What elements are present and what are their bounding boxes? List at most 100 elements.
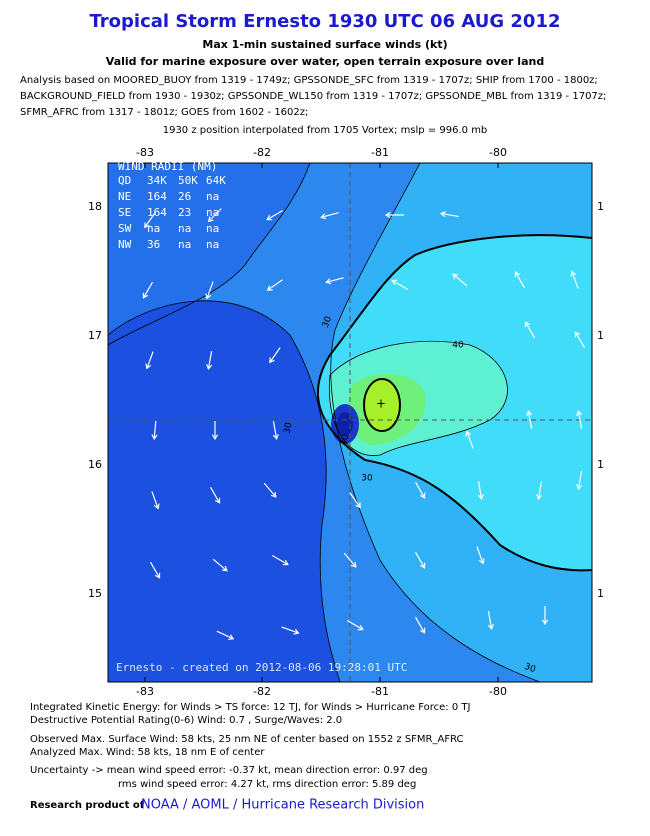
footer-line: Destructive Potential Rating(0-6) Wind: … bbox=[30, 715, 342, 726]
y-tick-label: 1 bbox=[597, 329, 604, 342]
x-tick-label: -83 bbox=[136, 146, 154, 159]
contour-line bbox=[330, 163, 541, 682]
contour-label: 30 bbox=[361, 474, 373, 484]
wind-arrow bbox=[439, 211, 459, 218]
radii-cell: NE bbox=[118, 190, 131, 203]
wind-arrow bbox=[145, 351, 154, 370]
wind-arrow bbox=[541, 606, 549, 626]
y-tick-label: 17 bbox=[88, 329, 102, 342]
x-tick-label: -80 bbox=[489, 685, 507, 698]
wind-arrow bbox=[212, 558, 228, 572]
position-line: 1930 z position interpolated from 1705 V… bbox=[163, 125, 488, 136]
analysis-line: Analysis based on MOORED_BUOY from 1319 … bbox=[20, 75, 598, 86]
wind-arrow bbox=[536, 481, 543, 501]
y-tick-label: 15 bbox=[88, 587, 102, 600]
contour-line bbox=[108, 300, 341, 682]
wind-arrow bbox=[216, 630, 235, 640]
wind-arrow bbox=[281, 626, 300, 635]
wind-arrow bbox=[207, 208, 222, 223]
wind-arrow bbox=[465, 430, 474, 449]
wind-arrow bbox=[414, 616, 426, 634]
wind-arrow bbox=[414, 481, 426, 499]
wind-arrow bbox=[263, 482, 277, 498]
radii-cell: 164 bbox=[147, 190, 167, 203]
center-mark: + bbox=[376, 397, 386, 411]
contour-line bbox=[316, 234, 592, 572]
research-org: NOAA / AOML / Hurricane Research Divisio… bbox=[141, 798, 424, 813]
radii-header: QD bbox=[118, 174, 131, 187]
footer-line: Uncertainty -> mean wind speed error: -0… bbox=[30, 765, 428, 776]
analysis-line: SFMR_AFRC from 1317 - 1801z; GOES from 1… bbox=[20, 107, 308, 118]
radii-cell: 164 bbox=[147, 206, 167, 219]
wind-arrow bbox=[524, 321, 536, 339]
footer-line: Analyzed Max. Wind: 58 kts, 18 nm E of c… bbox=[30, 747, 265, 758]
map-frame bbox=[107, 162, 593, 683]
footer-line: rms wind speed error: 4.27 kt, rms direc… bbox=[118, 779, 416, 790]
field-zone bbox=[108, 300, 340, 682]
y-tick-label: 16 bbox=[88, 458, 102, 471]
x-tick-label: -83 bbox=[136, 685, 154, 698]
footer-line: Integrated Kinetic Energy: for Winds > T… bbox=[30, 702, 470, 713]
wind-arrow bbox=[325, 277, 344, 285]
wind-arrow bbox=[414, 551, 426, 569]
wind-arrow bbox=[269, 347, 281, 364]
wind-arrow bbox=[144, 212, 156, 229]
radii-cell: na bbox=[178, 222, 191, 235]
x-tick-label: -82 bbox=[253, 685, 271, 698]
contour-label: 30 bbox=[523, 662, 537, 675]
y-tick-label: 1 bbox=[597, 458, 604, 471]
radii-title: WIND RADII (NM) bbox=[118, 160, 217, 173]
subtitle: Max 1-min sustained surface winds (kt) bbox=[202, 38, 447, 51]
radii-cell: SE bbox=[118, 206, 131, 219]
wind-arrow bbox=[320, 212, 339, 220]
x-tick-label: -82 bbox=[253, 146, 271, 159]
radii-cell: na bbox=[206, 238, 219, 251]
wind-arrow bbox=[487, 611, 494, 631]
wind-arrow bbox=[570, 270, 579, 289]
wind-arrow bbox=[514, 271, 526, 289]
contour-label: 30 bbox=[283, 421, 295, 434]
radii-header: 34K bbox=[147, 174, 167, 187]
wind-arrow bbox=[272, 421, 279, 441]
wind-arrows bbox=[142, 208, 586, 640]
subtitle: Valid for marine exposure over water, op… bbox=[106, 55, 544, 68]
wind-arrow bbox=[343, 552, 357, 568]
radii-cell: SW bbox=[118, 222, 132, 235]
wind-arrow bbox=[206, 351, 213, 371]
radii-header: 50K bbox=[178, 174, 198, 187]
wind-arrow bbox=[477, 481, 484, 501]
radii-header: 64K bbox=[206, 174, 226, 187]
wind-arrow bbox=[271, 554, 289, 566]
y-tick-label: 1 bbox=[597, 200, 604, 213]
wind-arrow bbox=[211, 421, 219, 441]
contour-line bbox=[108, 163, 311, 346]
wind-arrow bbox=[526, 409, 533, 429]
title: Tropical Storm Ernesto 1930 UTC 06 AUG 2… bbox=[89, 11, 560, 32]
radii-cell: 23 bbox=[178, 206, 191, 219]
wind-arrow bbox=[574, 331, 586, 349]
radii-cell: 26 bbox=[178, 190, 191, 203]
wind-arrow bbox=[346, 619, 364, 631]
wind-arrow bbox=[576, 409, 583, 429]
wind-arrow bbox=[149, 561, 161, 579]
y-tick-label: 18 bbox=[88, 200, 102, 213]
wind-field: + bbox=[108, 163, 592, 682]
wind-arrow bbox=[266, 279, 283, 291]
field-core bbox=[363, 378, 401, 432]
wind-arrow bbox=[452, 273, 468, 287]
footer-line: Observed Max. Surface Wind: 58 kts, 25 n… bbox=[30, 734, 464, 745]
wind-arrow bbox=[205, 281, 214, 300]
radii-cell: 36 bbox=[147, 238, 160, 251]
radii-cell: na bbox=[206, 222, 219, 235]
wind-arrow bbox=[151, 420, 158, 441]
contour-label: 40 bbox=[340, 433, 352, 446]
radii-cell: na bbox=[206, 190, 219, 203]
contour-label: 30 bbox=[321, 315, 334, 329]
wind-arrow bbox=[349, 492, 361, 509]
contour-label: 40 bbox=[452, 341, 464, 351]
wind-arrow bbox=[576, 471, 583, 491]
x-tick-label: -80 bbox=[489, 146, 507, 159]
analysis-line: BACKGROUND_FIELD from 1930 - 1930z; GPSS… bbox=[20, 91, 606, 102]
research-prefix: Research product of bbox=[30, 800, 145, 811]
